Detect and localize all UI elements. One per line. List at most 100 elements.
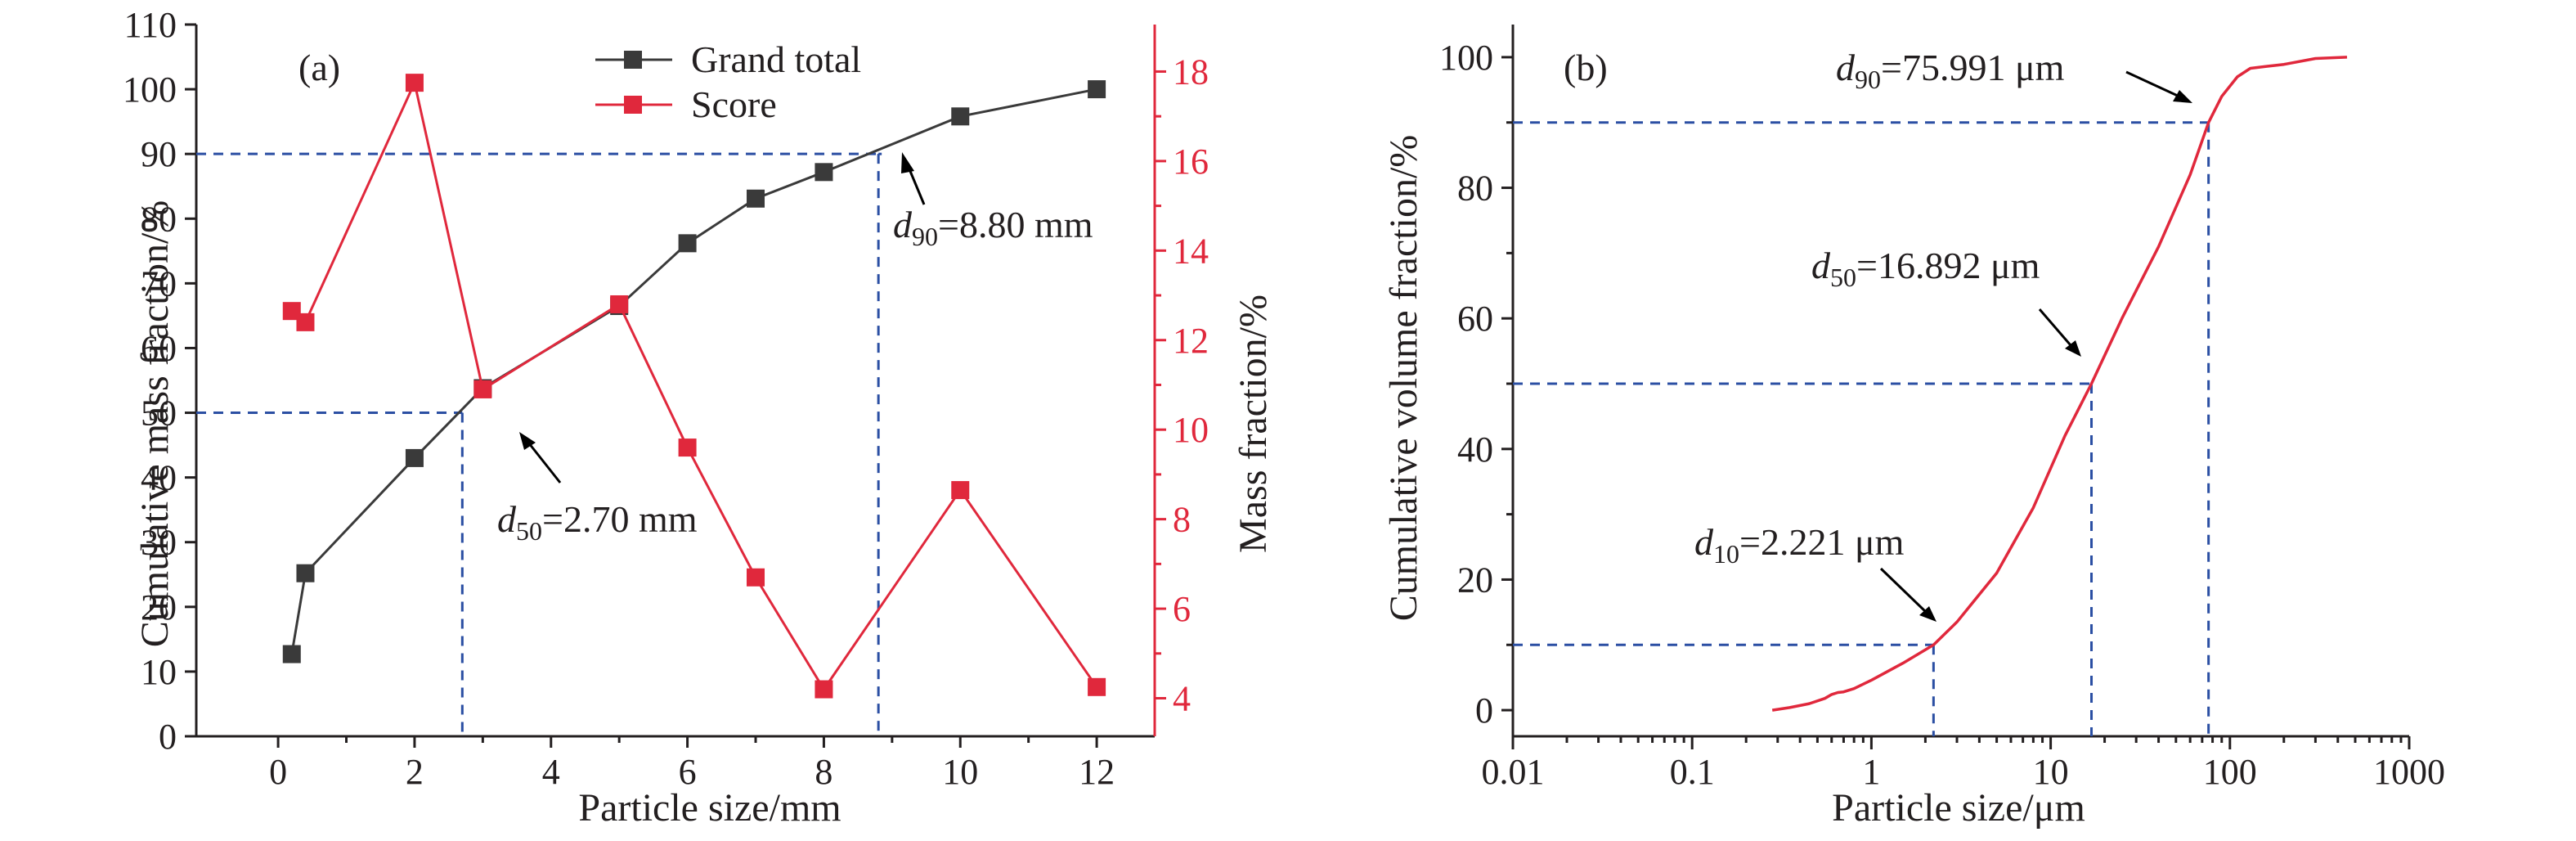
x-tick-label-b: 10	[2033, 752, 2069, 792]
legend-label-grand-total: Grand total	[691, 38, 861, 80]
y2-tick-label-a: 10	[1173, 410, 1209, 450]
ann-val-b10: =2.221 μm	[1739, 521, 1905, 563]
data-point-grand-total	[405, 448, 424, 467]
x-tick-label-a: 8	[815, 752, 832, 792]
y-axis-label-a: Cumulative mass fraction/%	[133, 200, 177, 648]
data-point-grand-total	[1088, 80, 1106, 99]
ann-val-a90: =8.80 mm	[938, 204, 1093, 245]
data-point-score	[473, 380, 492, 398]
y-tick-label-a: 80	[141, 199, 177, 239]
y-axis-label-b: Cumulative volume fraction/%	[1382, 135, 1425, 622]
y2-tick-label-a: 12	[1173, 321, 1209, 361]
ann-val-b50: =16.892 μm	[1856, 245, 2040, 286]
ann-d-b10: d	[1694, 521, 1714, 563]
data-point-score	[815, 680, 833, 699]
arrow-d90-b	[2125, 70, 2180, 98]
data-point-grand-total	[678, 234, 697, 253]
arrowhead-d90-b	[2173, 90, 2192, 103]
data-point-score	[951, 481, 970, 500]
x-tick-label-a: 0	[269, 752, 287, 792]
x-tick-label-a: 12	[1079, 752, 1115, 792]
legend-marker-grand-total	[624, 51, 642, 69]
data-point-grand-total	[815, 163, 833, 182]
panel-label-b: (b)	[1564, 47, 1608, 88]
y-tick-label-b: 60	[1457, 299, 1493, 339]
arrowhead-d90-a	[901, 152, 914, 173]
y2-tick-label-a: 4	[1173, 678, 1191, 718]
y2-axis-label-a: Mass fraction/%	[1232, 295, 1275, 553]
x-tick-label-b: 1000	[2373, 752, 2445, 792]
arrow-d50-b	[2038, 308, 2072, 346]
y-tick-label-b: 80	[1457, 169, 1493, 209]
y-tick-label-a: 50	[141, 394, 177, 434]
legend-a: Grand total Score	[595, 38, 861, 125]
ann-sub-a90: 90	[912, 222, 938, 251]
data-point-score	[678, 438, 697, 457]
arrowhead-d50-a	[519, 432, 536, 450]
ann-d-b50: d	[1811, 245, 1831, 286]
arrow-d90-a	[906, 164, 926, 205]
ann-d-a50: d	[497, 498, 517, 540]
annotation-d90-a: d90=8.80 mm	[893, 152, 1093, 251]
ann-val-b90: =75.991 μm	[1881, 47, 2065, 88]
x-tick-label-a: 2	[406, 752, 424, 792]
ann-sub-b90: 90	[1855, 65, 1881, 94]
y-tick-label-a: 10	[141, 652, 177, 692]
arrowhead-d50-b	[2065, 340, 2081, 357]
ann-val-a50: =2.70 mm	[542, 498, 698, 540]
y-tick-label-a: 0	[159, 717, 177, 757]
x-tick-label-b: 100	[2203, 752, 2257, 792]
ann-d-a90: d	[893, 204, 913, 245]
svg-text:d10=2.221 μm: d10=2.221 μm	[1694, 521, 1905, 569]
data-point-score	[610, 295, 629, 313]
data-point-grand-total	[282, 645, 301, 663]
data-point-score	[282, 302, 301, 321]
annotation-d50-a: d50=2.70 mm	[497, 432, 698, 546]
y2-tick-label-a: 14	[1173, 231, 1209, 271]
legend-label-score: Score	[691, 83, 777, 125]
y-tick-label-a: 20	[141, 587, 177, 627]
y-tick-label-b: 20	[1457, 560, 1493, 600]
ann-sub-b50: 50	[1830, 263, 1856, 292]
ann-sub-a50: 50	[516, 516, 542, 546]
y-tick-label-b: 100	[1439, 38, 1493, 78]
y-tick-label-a: 30	[141, 523, 177, 563]
x-tick-label-a: 10	[942, 752, 978, 792]
series-line-volume-fraction	[1771, 56, 2348, 712]
data-point-score	[296, 313, 315, 331]
data-point-score	[747, 568, 765, 587]
data-point-grand-total	[747, 189, 765, 208]
svg-text:d90=75.991 μm: d90=75.991 μm	[1836, 47, 2065, 94]
x-axis-label-b: Particle size/μm	[1832, 786, 2085, 830]
chart-b: (b) d90=75.991 μm d50=16.892 μm d10=2.22…	[1382, 25, 2445, 830]
y-tick-label-a: 90	[141, 134, 177, 174]
data-point-score	[405, 74, 424, 92]
x-axis-label-a: Particle size/mm	[578, 786, 841, 830]
y2-tick-label-a: 8	[1173, 500, 1191, 540]
y-tick-label-a: 60	[141, 328, 177, 368]
x-tick-label-b: 0.1	[1670, 752, 1715, 792]
legend-marker-score	[624, 96, 642, 114]
annotation-d50-b: d50=16.892 μm	[1811, 245, 2081, 357]
x-tick-label-b: 1	[1862, 752, 1880, 792]
x-tick-label-a: 6	[679, 752, 697, 792]
series-line-score	[290, 79, 1098, 692]
arrow-d10-b	[1879, 567, 1928, 614]
series-line-grand-total	[290, 88, 1097, 654]
arrowhead-d10-b	[1919, 606, 1936, 622]
y2-tick-label-a: 18	[1173, 52, 1209, 92]
data-point-score	[1088, 677, 1106, 696]
panel-label-a: (a)	[298, 47, 340, 88]
x-tick-label-a: 4	[542, 752, 560, 792]
y2-tick-label-a: 16	[1173, 142, 1209, 182]
y-tick-label-b: 0	[1475, 690, 1493, 731]
ann-d-b90: d	[1836, 47, 1856, 88]
annotation-d90-b: d90=75.991 μm	[1836, 47, 2192, 103]
chart-a: (a) Grand total Score d90=8.80 mm d50=2.…	[123, 5, 1275, 830]
arrow-d50-a	[527, 443, 562, 483]
y-tick-label-b: 40	[1457, 429, 1493, 470]
y-tick-label-a: 70	[141, 263, 177, 304]
ann-sub-b10: 10	[1713, 539, 1739, 569]
y2-tick-label-a: 6	[1173, 589, 1191, 629]
